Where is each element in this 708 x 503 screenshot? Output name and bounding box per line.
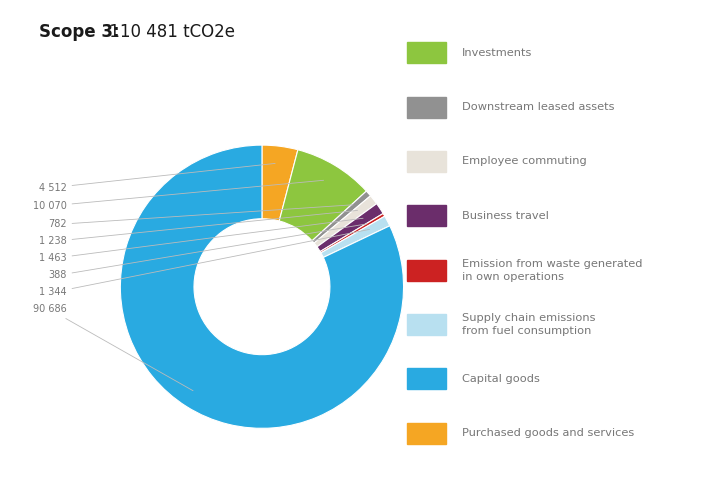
Text: Purchased goods and services: Purchased goods and services bbox=[462, 428, 634, 438]
Text: Emission from waste generated
in own operations: Emission from waste generated in own ope… bbox=[462, 259, 642, 282]
Wedge shape bbox=[262, 145, 298, 221]
Text: 1 344: 1 344 bbox=[39, 229, 370, 297]
Wedge shape bbox=[279, 150, 366, 241]
Text: 110 481 tCO2e: 110 481 tCO2e bbox=[104, 23, 235, 41]
Text: 90 686: 90 686 bbox=[33, 304, 193, 391]
Text: 388: 388 bbox=[48, 224, 367, 280]
Wedge shape bbox=[314, 196, 377, 247]
Wedge shape bbox=[317, 204, 383, 252]
Text: Supply chain emissions
from fuel consumption: Supply chain emissions from fuel consump… bbox=[462, 313, 595, 336]
Text: Investments: Investments bbox=[462, 48, 532, 58]
Text: Business travel: Business travel bbox=[462, 211, 549, 221]
Text: Scope 3:: Scope 3: bbox=[39, 23, 120, 41]
Text: Employee commuting: Employee commuting bbox=[462, 156, 586, 166]
Text: 782: 782 bbox=[48, 205, 353, 229]
Text: 1 238: 1 238 bbox=[39, 210, 358, 246]
Text: Capital goods: Capital goods bbox=[462, 374, 539, 384]
Wedge shape bbox=[120, 145, 404, 429]
Text: 1 463: 1 463 bbox=[39, 218, 363, 264]
Text: 4 512: 4 512 bbox=[39, 163, 275, 193]
Wedge shape bbox=[320, 213, 384, 253]
Wedge shape bbox=[312, 191, 370, 243]
Wedge shape bbox=[321, 216, 390, 258]
Text: 10 070: 10 070 bbox=[33, 180, 324, 211]
Text: Downstream leased assets: Downstream leased assets bbox=[462, 102, 614, 112]
